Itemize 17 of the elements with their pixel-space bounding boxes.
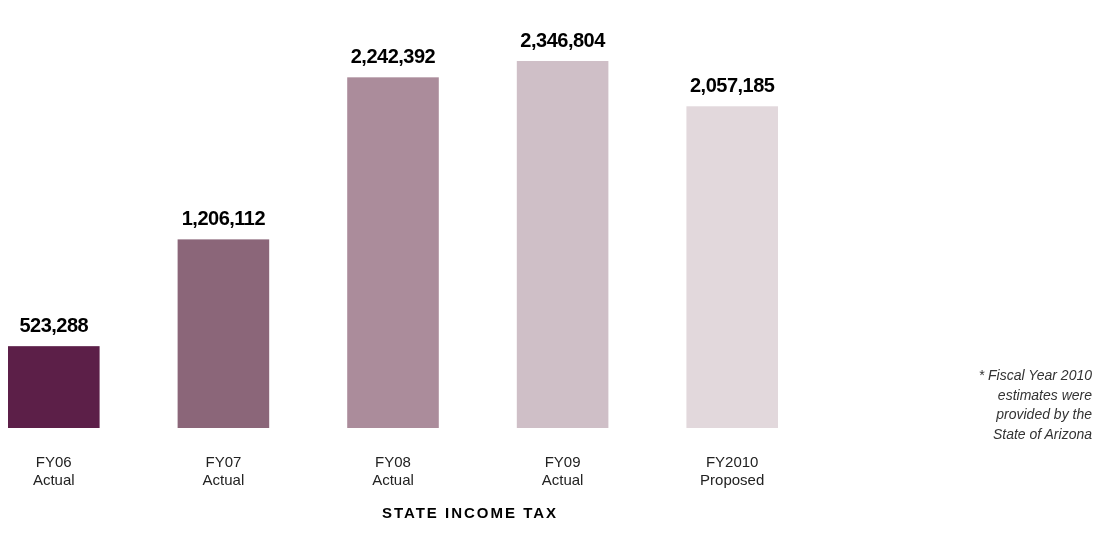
bar xyxy=(8,346,100,428)
x-tick-label: FY09 Actual xyxy=(541,453,584,488)
bar xyxy=(347,77,439,428)
x-tick-label: FY2010 Proposed xyxy=(700,453,765,488)
text: * Fiscal Year 2010 estimates were provided by the State of Arizona xyxy=(978,367,1093,442)
data-label: 2,346,804 xyxy=(520,29,607,51)
bar xyxy=(516,61,609,428)
data-label: 2,242,392 xyxy=(350,45,436,68)
bar xyxy=(686,106,778,428)
text: STATE INCOME TAX xyxy=(381,504,559,521)
data-label: 1,206,112 xyxy=(181,207,266,230)
x-tick-label: FY07 Actual xyxy=(202,453,245,488)
data-label: 2,057,185 xyxy=(689,74,775,97)
x-tick-label: FY08 Actual xyxy=(372,453,414,488)
bar xyxy=(177,239,270,428)
data-label: 523,288 xyxy=(19,314,89,337)
x-tick-label: FY06 Actual xyxy=(32,453,75,488)
